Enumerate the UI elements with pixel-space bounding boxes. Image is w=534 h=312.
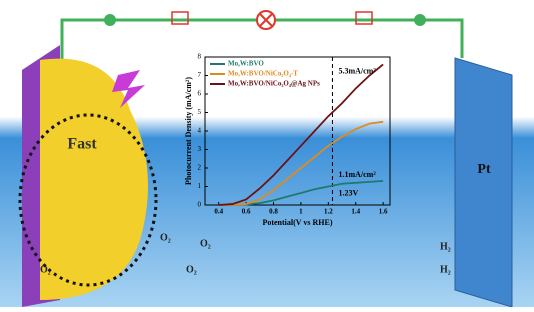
legend-label: Mo,W:BVO/NiCo₂O₄-T: [228, 70, 298, 78]
gas-label: O₂: [200, 238, 211, 249]
legend-label: Mo,W:BVO: [228, 60, 264, 68]
gas-label: O₂: [40, 264, 51, 275]
y-tick-label: 1: [198, 182, 202, 190]
legend-label: Mo,W:BVO/NiCo₂O₄@Ag NPs: [228, 80, 320, 88]
y-tick-label: 0: [198, 201, 202, 209]
graphic: Fast Pt O₂ O₂ O₂ O₂ H₂ H₂ 0 1 2 3 4 5 6 7 8 0.4 0.6 0.8 1 1…: [0, 0, 534, 307]
y-axis-label: Photocurrent Density (mA/cm²): [184, 77, 193, 185]
gas-label: O₂: [160, 232, 171, 243]
x-tick-label: 1.4: [351, 208, 360, 216]
label: Pt: [477, 162, 491, 177]
label: Fast: [67, 136, 97, 153]
y-tick-label: 7: [198, 71, 202, 79]
gas-label: H₂: [440, 241, 451, 252]
x-tick-label: 0.4: [214, 208, 223, 216]
annotation: 1.1mA/cm²: [338, 170, 376, 179]
annotation: 5.3mA/cm²: [338, 67, 376, 76]
x-axis-label: Potential(V vs RHE): [262, 218, 332, 227]
y-tick-label: 3: [198, 145, 202, 153]
y-tick-label: 5: [198, 108, 202, 116]
cathode: [455, 58, 512, 307]
x-tick-label: 0.8: [269, 208, 278, 216]
y-tick-label: 2: [198, 164, 202, 172]
x-tick-label: 0.6: [242, 208, 251, 216]
gas-label: H₂: [440, 264, 451, 275]
x-tick-label: 1: [299, 208, 303, 216]
gas-label: O₂: [186, 264, 197, 275]
y-tick-label: 8: [198, 53, 202, 61]
annotation: 1.23V: [338, 189, 358, 198]
x-tick-label: 1.2: [324, 208, 333, 216]
y-tick-label: 6: [198, 90, 202, 98]
y-tick-label: 4: [198, 127, 202, 135]
x-tick-label: 1.6: [379, 208, 388, 216]
